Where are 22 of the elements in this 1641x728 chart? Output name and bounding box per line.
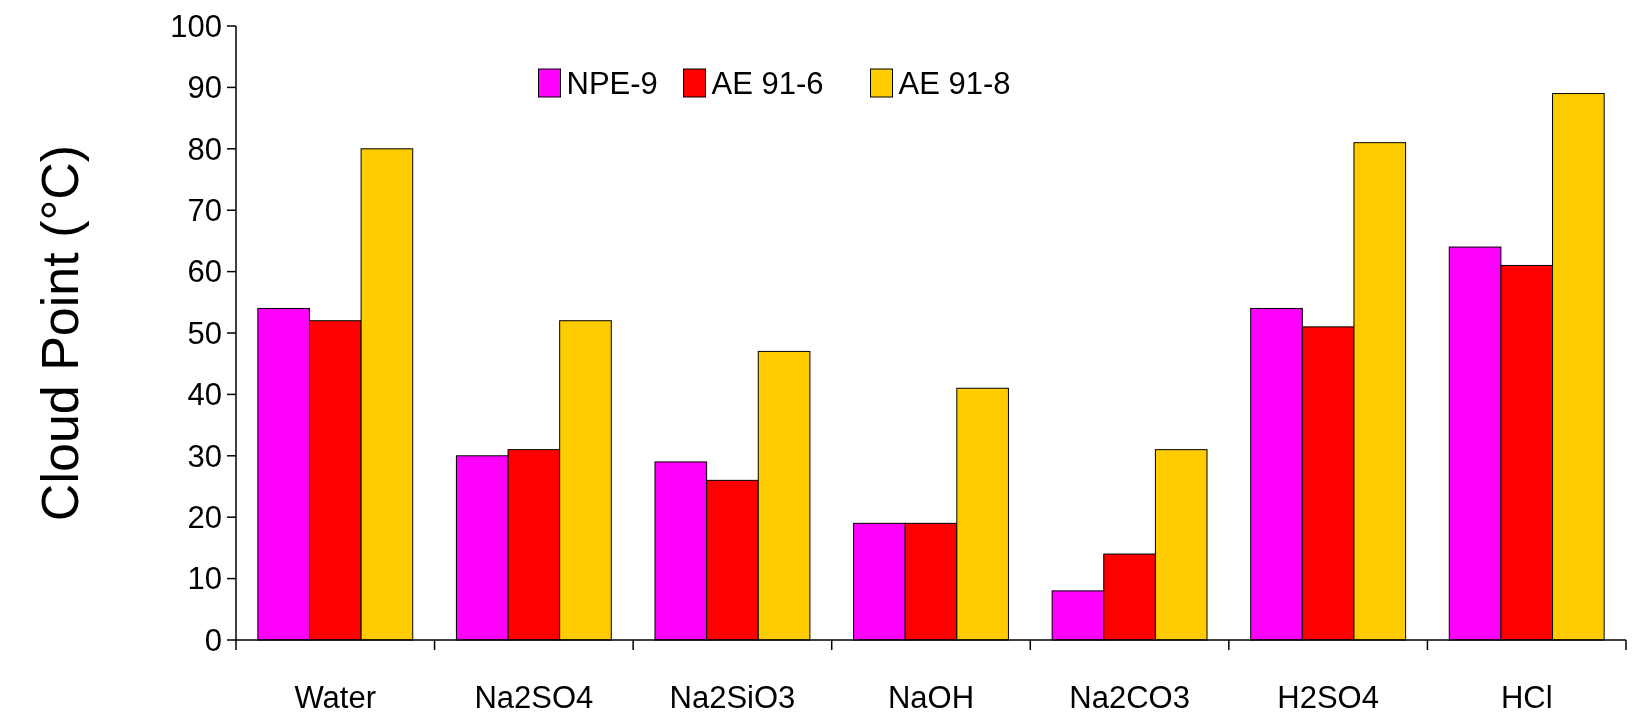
y-tick-label: 30	[187, 438, 222, 474]
y-tick-label: 40	[187, 377, 222, 413]
y-tick-label: 100	[170, 8, 222, 44]
y-tick-label: 50	[187, 315, 222, 351]
y-tick-label: 0	[204, 622, 222, 658]
x-tick-label: Water	[294, 680, 377, 715]
x-tick-label: Na2SO4	[474, 680, 594, 715]
x-tick-label: H2SO4	[1277, 680, 1379, 715]
y-axis-title: Cloud Point (°C)	[31, 144, 89, 522]
y-tick-label: 60	[187, 254, 222, 290]
y-tick-label: 10	[187, 561, 222, 597]
x-tick-label: NaOH	[887, 680, 975, 715]
legend-label: NPE-9	[566, 65, 658, 101]
legend-label: AE 91-8	[898, 65, 1011, 101]
y-tick-label: 70	[187, 193, 222, 229]
x-tick-label: Na2SiO3	[669, 680, 796, 715]
y-tick-label: 80	[187, 131, 222, 167]
y-tick-label: 20	[187, 500, 222, 536]
x-tick-label: Na2CO3	[1069, 680, 1190, 715]
y-tick-label: 90	[187, 70, 222, 106]
legend-label: AE 91-6	[711, 65, 824, 101]
x-tick-label: HCl	[1500, 680, 1553, 715]
